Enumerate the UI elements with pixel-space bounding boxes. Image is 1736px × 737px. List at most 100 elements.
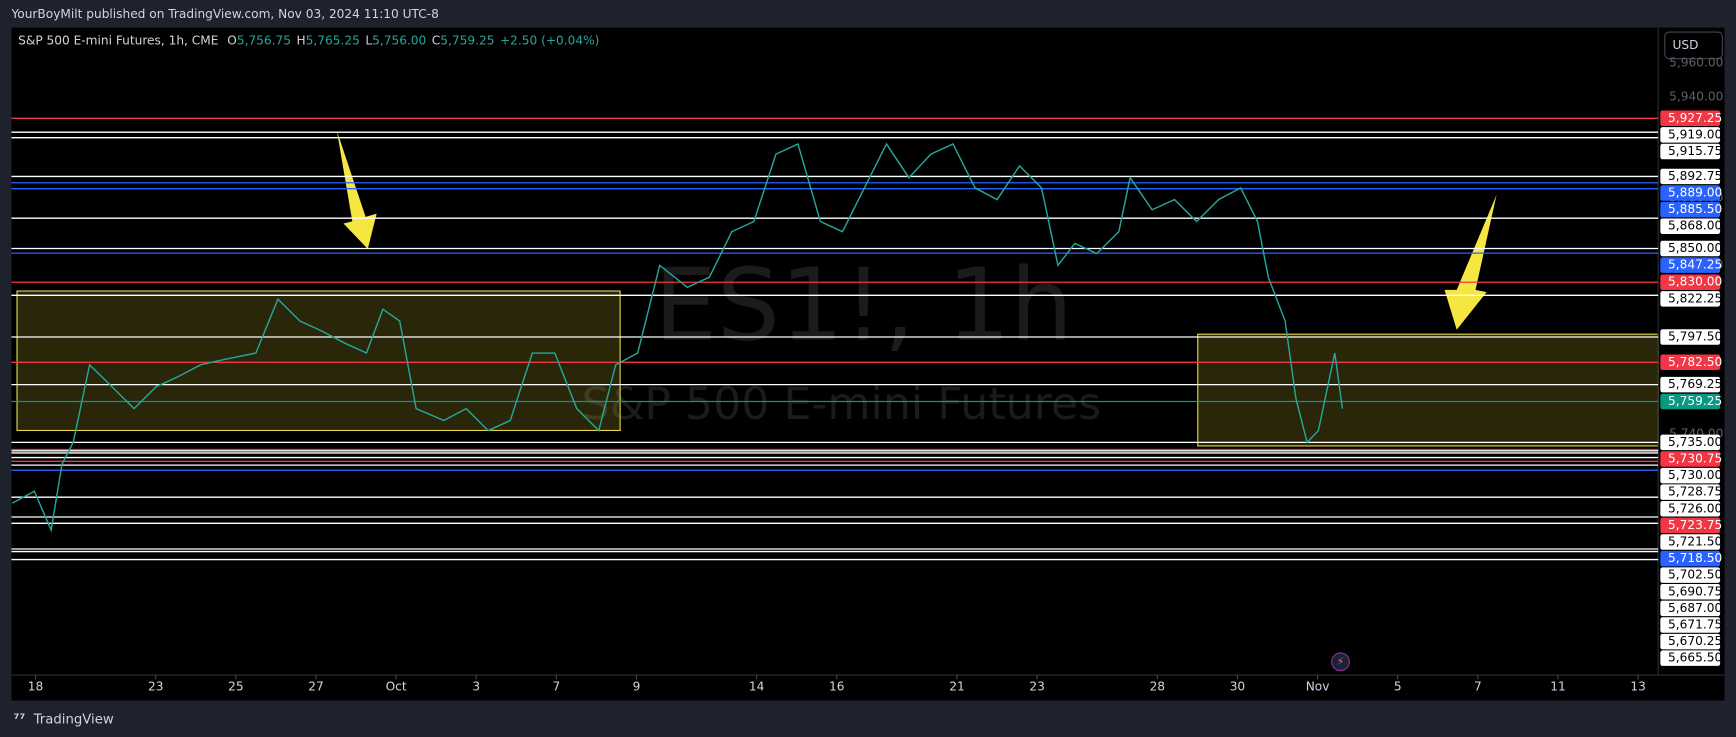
ohlc-value: 5,765.25 — [306, 33, 360, 47]
event-icon-glyph[interactable]: ⚡ — [1337, 655, 1345, 668]
x-tick-label: 7 — [1474, 680, 1482, 694]
legend: S&P 500 E-mini Futures, 1h, CME O 5,756.7… — [18, 33, 599, 47]
level-label: 5,735.00 — [1668, 435, 1722, 449]
price-line — [11, 142, 1344, 533]
x-tick-label: 28 — [1150, 680, 1165, 694]
level-label: 5,868.00 — [1668, 219, 1722, 233]
level-label: 5,915.75 — [1668, 144, 1722, 158]
event-icon[interactable] — [1331, 652, 1350, 672]
x-tick-label: 9 — [633, 680, 641, 694]
level-badge — [1660, 534, 1721, 550]
y-tick-label: 5,960.00 — [1669, 56, 1723, 70]
level-badge — [1660, 143, 1721, 160]
level-label: 5,687.00 — [1668, 601, 1722, 615]
arrow — [336, 130, 377, 249]
ohlc-value: 5,759.25 — [440, 33, 494, 47]
level-badge — [1660, 600, 1721, 617]
change: +2.50 (+0.04%) — [500, 33, 599, 47]
level-badge — [1660, 633, 1721, 650]
level-badge — [1660, 484, 1721, 500]
level-label: 5,769.25 — [1668, 377, 1722, 391]
zone — [1197, 333, 1659, 447]
level-label: 5,885.50 — [1668, 202, 1722, 216]
watermark-symbol: ES1!, 1h — [654, 248, 1073, 363]
x-tick-label: Nov — [1306, 680, 1330, 694]
level-badge — [1660, 185, 1721, 201]
ohlc-key: C — [432, 33, 441, 47]
x-tick-label: 14 — [749, 680, 765, 694]
level-badge — [1660, 393, 1721, 410]
level-badge — [1660, 650, 1721, 666]
level-label: 5,690.75 — [1668, 584, 1722, 598]
level-badge — [1660, 451, 1721, 467]
x-tick-label: 23 — [148, 680, 163, 694]
x-tick-label: 7 — [552, 680, 560, 694]
level-badge — [1660, 218, 1721, 234]
level-badge — [1660, 567, 1721, 583]
level-label: 5,670.25 — [1668, 634, 1722, 648]
arrow — [1444, 194, 1497, 330]
level-badge — [1660, 127, 1721, 143]
level-label: 5,723.75 — [1668, 518, 1722, 532]
x-tick-label: 23 — [1029, 680, 1044, 694]
symbol: S&P 500 E-mini Futures, 1h, CME — [18, 33, 218, 47]
zone — [16, 290, 621, 432]
level-badge — [1660, 434, 1721, 451]
level-badge — [1660, 550, 1721, 567]
level-label: 5,822.25 — [1668, 291, 1722, 305]
level-badge — [1660, 110, 1721, 127]
currency[interactable]: USD — [1673, 38, 1699, 52]
level-badge — [1660, 257, 1721, 273]
level-badge — [1660, 274, 1721, 290]
level-label: 5,726.00 — [1668, 501, 1722, 515]
level-badge — [1660, 376, 1721, 393]
ohlc-value: 5,756.75 — [237, 33, 291, 47]
level-label: 5,730.00 — [1668, 468, 1722, 482]
ohlc-value: 5,756.00 — [372, 33, 426, 47]
byline: YourBoyMilt published on TradingView.com… — [10, 7, 438, 21]
level-badge — [1660, 517, 1721, 534]
currency-button[interactable] — [1664, 31, 1723, 60]
x-tick-label: Oct — [386, 680, 407, 694]
x-tick-label: 27 — [308, 680, 323, 694]
level-badge — [1660, 168, 1721, 185]
ohlc-key: O — [227, 33, 237, 47]
x-tick-label: 11 — [1550, 680, 1565, 694]
footer: TradingView — [33, 712, 114, 727]
y-tick-label: 5,940.00 — [1669, 89, 1723, 103]
level-badge — [1660, 584, 1721, 600]
x-tick-label: 18 — [28, 680, 43, 694]
x-tick-label: 13 — [1630, 680, 1645, 694]
level-label: 5,671.75 — [1668, 617, 1722, 631]
level-label: 5,927.25 — [1668, 111, 1722, 125]
x-tick-label: 21 — [949, 680, 964, 694]
level-badge — [1660, 201, 1721, 218]
level-label: 5,728.75 — [1668, 485, 1722, 499]
level-badge — [1660, 501, 1721, 517]
x-tick-label: 3 — [472, 680, 480, 694]
ohlc-key: L — [365, 33, 372, 47]
level-badge — [1660, 329, 1721, 345]
chart-pane — [11, 27, 1725, 701]
level-badge — [1660, 617, 1721, 633]
level-label: 5,782.50 — [1668, 355, 1722, 369]
level-label: 5,730.75 — [1668, 451, 1722, 465]
level-label: 5,889.00 — [1668, 186, 1722, 200]
level-label: 5,892.75 — [1668, 169, 1722, 183]
level-badge — [1660, 354, 1721, 371]
level-label: 5,847.25 — [1668, 258, 1722, 272]
level-badge — [1660, 291, 1721, 307]
ohlc-key: H — [297, 33, 306, 47]
level-badge — [1660, 467, 1721, 484]
level-label: 5,721.50 — [1668, 534, 1722, 548]
level-label: 5,702.50 — [1668, 568, 1722, 582]
x-tick-label: 16 — [829, 680, 844, 694]
level-label: 5,759.25 — [1668, 394, 1722, 408]
watermark-name: S&P 500 E-mini Futures — [582, 379, 1102, 430]
level-label: 5,797.50 — [1668, 330, 1722, 344]
level-label: 5,919.00 — [1668, 127, 1722, 141]
level-badge — [1660, 240, 1721, 257]
x-tick-label: 30 — [1230, 680, 1245, 694]
level-label: 5,850.00 — [1668, 241, 1722, 255]
